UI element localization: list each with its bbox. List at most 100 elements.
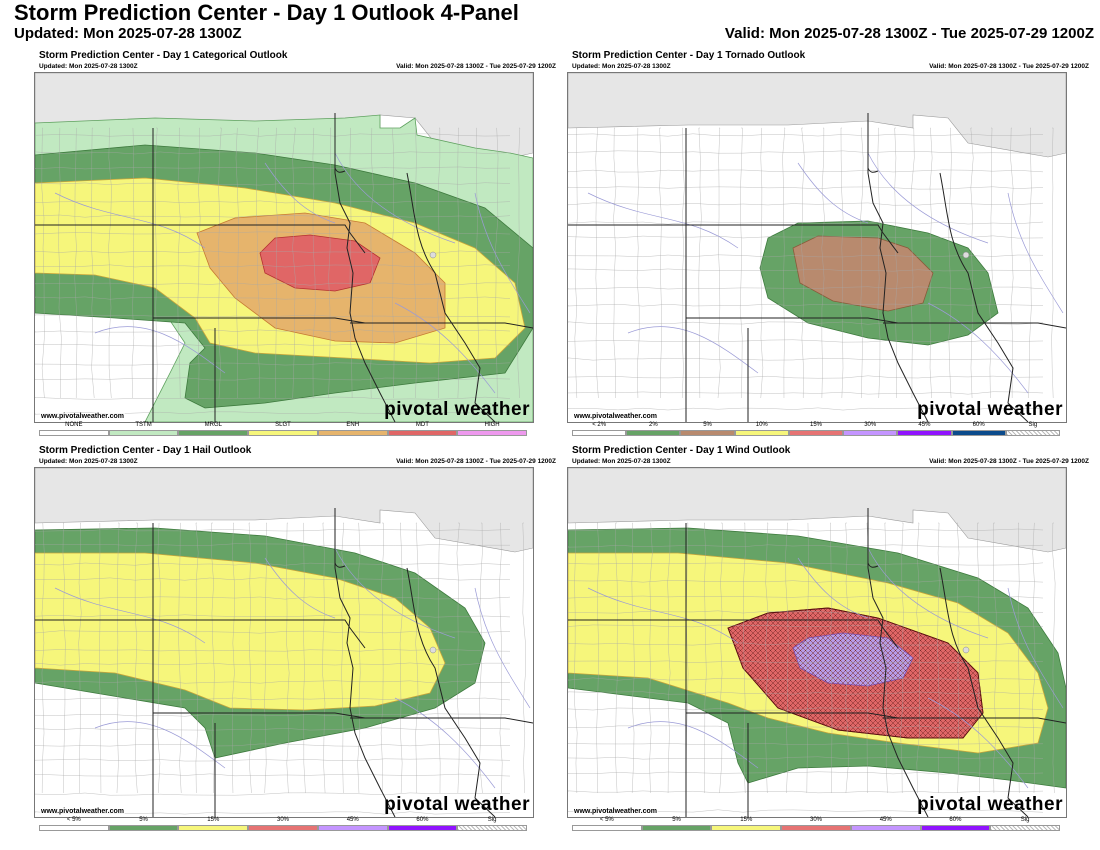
canada-region	[35, 468, 533, 553]
panel-valid-time: Valid: Mon 2025-07-28 1300Z - Tue 2025-0…	[929, 458, 1089, 465]
brand-logo: pivotal weather	[917, 794, 1063, 815]
legend-swatch	[317, 825, 388, 831]
state-borders	[35, 508, 533, 817]
legend-swatch	[457, 825, 527, 831]
legend-label: 60%	[972, 422, 985, 428]
categorical-legend: NONE TSTM MRGL SLGT ENH MDT HIGH	[39, 422, 527, 438]
panel-title: Storm Prediction Center - Day 1 Hail Out…	[39, 445, 252, 456]
legend-label: HIGH	[484, 422, 500, 428]
hail-outlook-panel: Storm Prediction Center - Day 1 Hail Out…	[34, 445, 562, 837]
panel-valid-time: Valid: Mon 2025-07-28 1300Z - Tue 2025-0…	[396, 63, 556, 70]
legend-swatch	[990, 825, 1060, 831]
legend-label: SLGT	[275, 422, 291, 428]
tornado-legend: < 2% 2% 5% 10% 15% 30% 45% 60% Sig	[572, 422, 1060, 438]
county-lines	[568, 127, 1054, 411]
legend-swatch	[572, 825, 642, 831]
legend-swatch	[951, 430, 1006, 436]
panel-title: Storm Prediction Center - Day 1 Tornado …	[572, 50, 806, 61]
legend-swatch	[178, 430, 249, 436]
page-updated-time: Updated: Mon 2025-07-28 1300Z	[14, 25, 242, 42]
wind-legend: < 5% 5% 15% 30% 45% 60% Sig	[572, 817, 1060, 833]
legend-label: 5%	[139, 817, 148, 823]
legend-swatch	[641, 825, 712, 831]
legend-label: 60%	[416, 817, 429, 823]
credit-text: www.pivotalweather.com	[40, 413, 125, 420]
hail-legend: < 5% 5% 15% 30% 45% 60% Sig	[39, 817, 527, 833]
legend-swatch	[248, 825, 318, 831]
categorical-outlook-panel: Storm Prediction Center - Day 1 Categori…	[34, 50, 562, 442]
legend-swatch	[788, 430, 844, 436]
legend-label: Sig	[487, 817, 497, 823]
legend-swatch	[108, 430, 179, 436]
panel-valid-time: Valid: Mon 2025-07-28 1300Z - Tue 2025-0…	[929, 63, 1089, 70]
legend-label: NONE	[65, 422, 83, 428]
county-lines	[568, 522, 1056, 813]
legend-swatch	[680, 430, 735, 436]
rivers	[587, 547, 1064, 789]
legend-label: < 5%	[66, 817, 81, 823]
legend-swatch	[850, 825, 921, 831]
legend-swatch	[626, 430, 681, 436]
legend-label: 45%	[918, 422, 931, 428]
state-borders	[35, 113, 533, 422]
categorical-map[interactable]: www.pivotalweather.com pivotal weather	[34, 72, 534, 423]
legend-label: 15%	[809, 422, 822, 428]
legend-label: 45%	[879, 817, 892, 823]
legend-label: 15%	[207, 817, 220, 823]
legend-swatch	[39, 430, 109, 436]
credit-text: www.pivotalweather.com	[573, 413, 658, 420]
legend-swatch	[843, 430, 898, 436]
panel-updated-time: Updated: Mon 2025-07-28 1300Z	[572, 63, 671, 70]
legend-swatch	[711, 825, 782, 831]
legend-swatch	[108, 825, 179, 831]
state-borders	[568, 508, 1066, 817]
rivers	[54, 547, 531, 789]
city-marker	[962, 646, 970, 654]
legend-label: MRGL	[204, 422, 222, 428]
tor-5pct-area	[792, 235, 934, 312]
wind-outlook-panel: Storm Prediction Center - Day 1 Wind Out…	[567, 445, 1095, 837]
legend-label: TSTM	[135, 422, 152, 428]
canada-region	[568, 73, 1066, 158]
county-lines	[35, 127, 521, 415]
legend-label: ENH	[346, 422, 360, 428]
legend-label: Sig	[1020, 817, 1030, 823]
legend-label: MDT	[415, 422, 429, 428]
legend-label: 15%	[740, 817, 753, 823]
legend-label: < 2%	[592, 422, 607, 428]
page-valid-time: Valid: Mon 2025-07-28 1300Z - Tue 2025-0…	[724, 25, 1094, 42]
legend-label: 30%	[809, 817, 822, 823]
legend-label: 30%	[864, 422, 877, 428]
panel-title: Storm Prediction Center - Day 1 Wind Out…	[572, 445, 791, 456]
panel-updated-time: Updated: Mon 2025-07-28 1300Z	[572, 458, 671, 465]
rivers	[587, 152, 1064, 394]
legend-swatch	[387, 430, 458, 436]
brand-logo: pivotal weather	[917, 399, 1063, 420]
legend-label: 45%	[346, 817, 359, 823]
legend-label: 2%	[648, 422, 658, 428]
canada-region	[568, 468, 1066, 553]
panel-valid-time: Valid: Mon 2025-07-28 1300Z - Tue 2025-0…	[396, 458, 556, 465]
rivers	[54, 152, 531, 394]
legend-swatch	[1005, 430, 1060, 436]
legend-swatch	[572, 430, 627, 436]
legend-swatch	[178, 825, 249, 831]
state-borders	[568, 113, 1066, 422]
legend-label: 60%	[949, 817, 962, 823]
legend-swatch	[39, 825, 109, 831]
hail-map[interactable]: www.pivotalweather.com pivotal weather	[34, 467, 534, 818]
legend-label: 30%	[276, 817, 289, 823]
brand-logo: pivotal weather	[384, 399, 530, 420]
legend-swatch	[781, 825, 851, 831]
wind-map[interactable]: www.pivotalweather.com pivotal weather	[567, 467, 1067, 818]
brand-logo: pivotal weather	[384, 794, 530, 815]
panel-title: Storm Prediction Center - Day 1 Categori…	[39, 50, 288, 61]
panel-updated-time: Updated: Mon 2025-07-28 1300Z	[39, 63, 138, 70]
legend-swatch	[457, 430, 527, 436]
city-marker	[429, 646, 437, 654]
legend-swatch	[387, 825, 458, 831]
panel-updated-time: Updated: Mon 2025-07-28 1300Z	[39, 458, 138, 465]
legend-label: 5%	[672, 817, 681, 823]
legend-label: Sig	[1028, 422, 1038, 428]
tornado-map[interactable]: www.pivotalweather.com pivotal weather	[567, 72, 1067, 423]
